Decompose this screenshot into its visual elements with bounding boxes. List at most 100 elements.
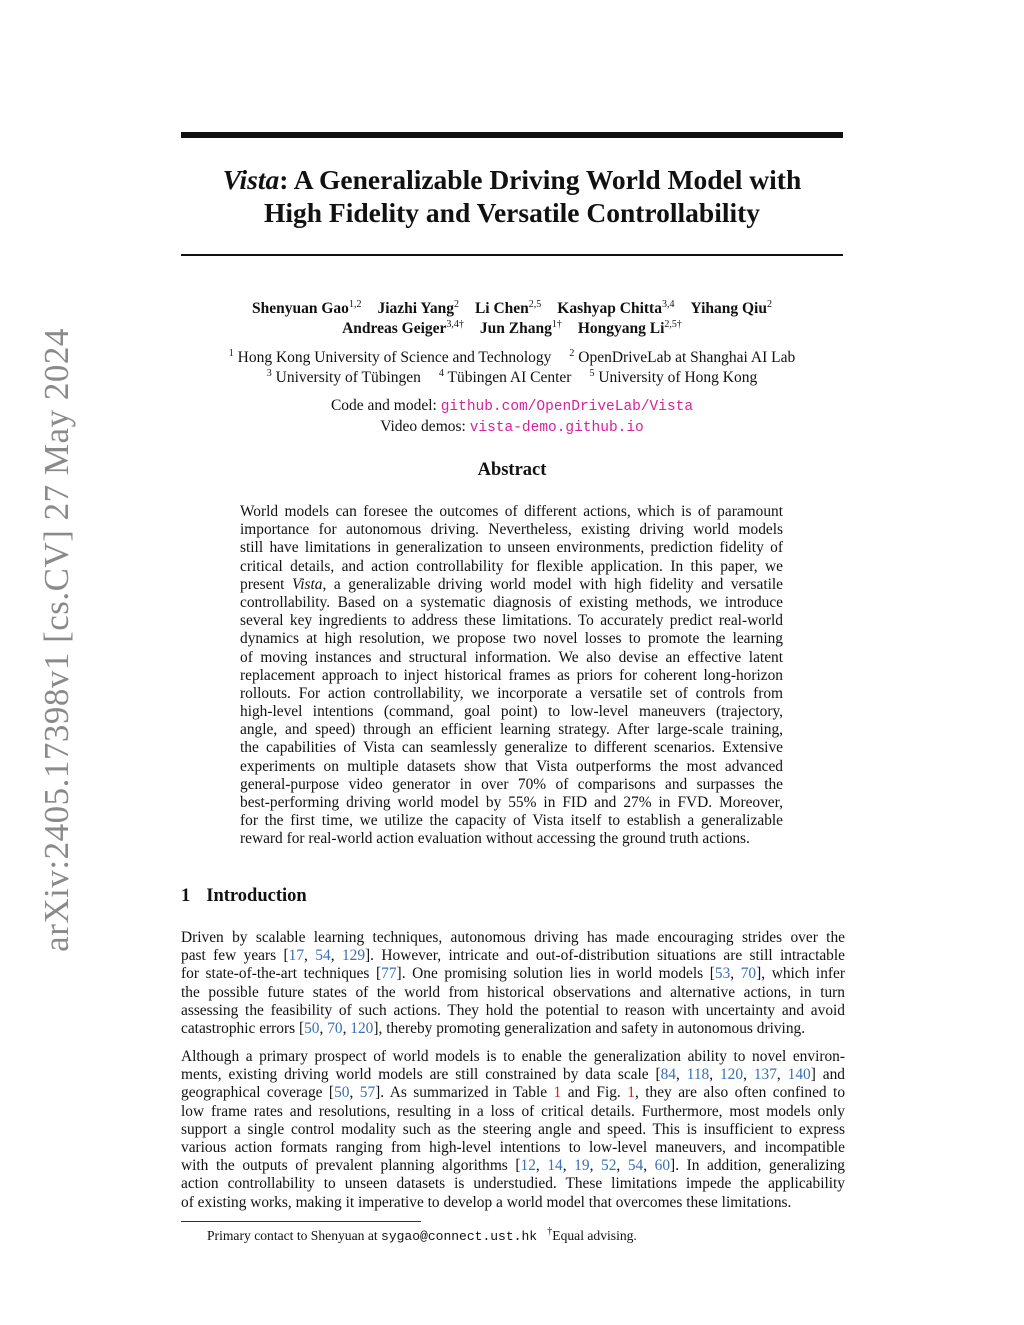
author-name: Li Chen xyxy=(474,300,529,317)
author: Jiazhi Yang2 xyxy=(377,300,459,318)
affiliation-number: 4 xyxy=(438,368,444,379)
citation-link[interactable]: 19 xyxy=(574,1157,590,1175)
author-affiliation-marks: 1,2 xyxy=(348,299,362,310)
text-line: catastrophic errors [50, 70, 120], there… xyxy=(181,1019,806,1037)
contact-email[interactable]: sygao@connect.ust.hk xyxy=(381,1229,538,1244)
author-name: Jiazhi Yang xyxy=(377,300,454,317)
affiliation: 1 Hong Kong University of Science and Te… xyxy=(228,348,552,367)
citation-link[interactable]: 137 xyxy=(753,1066,777,1084)
citation-link[interactable]: 70 xyxy=(740,965,757,983)
text-line: with the outputs of prevalent planning a… xyxy=(181,1157,845,1175)
author-name: Andreas Geiger xyxy=(342,320,447,337)
author-affiliation-marks: 3,4† xyxy=(446,319,464,330)
citation-link[interactable]: 57 xyxy=(359,1084,376,1102)
text-line: for state-of-the-art techniques [77]. On… xyxy=(181,965,845,983)
author: Andreas Geiger3,4† xyxy=(342,319,464,338)
author-name: Yihang Qiu xyxy=(690,300,767,317)
citation-link[interactable]: 53 xyxy=(714,965,731,983)
citation-link[interactable]: 140 xyxy=(787,1066,811,1084)
footnote-note: Equal advising. xyxy=(552,1228,637,1243)
text-line: best-performing driving world model by 5… xyxy=(240,794,783,811)
code-link[interactable]: github.com/OpenDriveLab/Vista xyxy=(440,399,694,415)
citation-link[interactable]: 54 xyxy=(627,1157,644,1175)
affiliation-list: 1 Hong Kong University of Science and Te… xyxy=(181,348,843,388)
affiliation-number: 2 xyxy=(569,348,575,359)
title-italic: Vista xyxy=(222,164,280,195)
citation-link[interactable]: 120 xyxy=(719,1066,744,1084)
text-line: for the first time, we utilize the capac… xyxy=(240,812,783,830)
citation-link[interactable]: 60 xyxy=(654,1157,671,1175)
video-link[interactable]: vista-demo.github.io xyxy=(469,420,644,436)
cross-reference-link[interactable]: 1 xyxy=(553,1084,562,1102)
affiliation: 2 OpenDriveLab at Shanghai AI Lab xyxy=(569,348,796,367)
citation-link[interactable]: 84 xyxy=(660,1066,676,1084)
citation-link[interactable]: 54 xyxy=(315,947,331,965)
paper-title: Vista: A Generalizable Driving World Mod… xyxy=(181,163,843,229)
text-line: still have limitations in generalization… xyxy=(240,539,783,557)
text-line: Although a primary prospect of world mod… xyxy=(181,1048,845,1065)
text-line: ments, existing driving world models are… xyxy=(181,1066,845,1084)
author-affiliation-marks: 2,5 xyxy=(528,299,542,310)
author-affiliation-marks: 3,4 xyxy=(661,299,675,310)
text-line: low frame rates and resolutions, resulti… xyxy=(181,1102,845,1120)
citation-link[interactable]: 12 xyxy=(520,1157,536,1175)
affiliation-number: 1 xyxy=(228,348,234,359)
citation-link[interactable]: 14 xyxy=(547,1157,563,1175)
author-name: Shenyuan Gao xyxy=(252,300,349,317)
footnote-text: Primary contact to Shenyuan at xyxy=(207,1228,382,1243)
citation-link[interactable]: 50 xyxy=(304,1019,320,1037)
citation-link[interactable]: 50 xyxy=(334,1084,350,1102)
affiliation-name: Tübingen AI Center xyxy=(443,369,572,386)
video-label: Video demos: xyxy=(380,418,470,435)
code-label: Code and model: xyxy=(330,397,441,414)
text-line: reward for real-world action evaluation … xyxy=(240,830,750,848)
affiliation-name: University of Hong Kong xyxy=(594,369,758,386)
text-line: action controllability to unseen dataset… xyxy=(181,1175,845,1193)
section-number: 1 xyxy=(181,886,191,906)
text-line: experiments on multiple datasets show th… xyxy=(240,757,783,775)
author-name: Kashyap Chitta xyxy=(557,300,662,317)
author: Shenyuan Gao1,2 xyxy=(252,299,362,318)
affiliation-number: 3 xyxy=(266,368,272,379)
title-line2: High Fidelity and Versatile Controllabil… xyxy=(263,197,761,228)
cross-reference-link[interactable]: 1 xyxy=(627,1084,635,1102)
affiliation: 5 University of Hong Kong xyxy=(589,368,758,387)
affiliation-name: Hong Kong University of Science and Tech… xyxy=(233,349,552,366)
author: Hongyang Li2,5† xyxy=(578,320,682,338)
author: Jun Zhang1† xyxy=(479,319,562,338)
dagger-mark: † xyxy=(547,1226,553,1237)
citation-link[interactable]: 52 xyxy=(601,1157,617,1175)
text-line: various action formats ranging from high… xyxy=(181,1138,845,1156)
text-line: geographical coverage [50, 57]. As summa… xyxy=(181,1084,846,1102)
citation-link[interactable]: 77 xyxy=(381,965,397,983)
abstract-body: World models can foresee the outcomes of… xyxy=(240,503,783,849)
title-bottom-rule xyxy=(181,254,843,256)
text-line: high-level intentions (command, goal poi… xyxy=(240,703,783,721)
citation-link[interactable]: 70 xyxy=(327,1019,343,1037)
affiliation-name: OpenDriveLab at Shanghai AI Lab xyxy=(574,349,796,366)
author: Li Chen2,5 xyxy=(474,299,542,318)
author-affiliation-marks: 2 xyxy=(766,299,772,310)
intro-paragraph-2: Although a primary prospect of world mod… xyxy=(181,1048,845,1212)
author-affiliation-marks: 1† xyxy=(551,319,562,330)
text-line: past few years [17, 54, 129]. However, i… xyxy=(181,947,845,965)
footnote-rule xyxy=(181,1221,421,1222)
citation-link[interactable]: 118 xyxy=(686,1066,710,1084)
text-line: the possible future states of the world … xyxy=(181,983,845,1001)
introduction-heading: 1 Introduction xyxy=(181,886,307,907)
text-line: World models can foresee the outcomes of… xyxy=(240,503,783,520)
text-line: angle, and speed) through an efficient l… xyxy=(240,721,783,739)
citation-link[interactable]: 17 xyxy=(288,947,305,965)
links-block: Code and model: github.com/OpenDriveLab/… xyxy=(181,396,843,438)
title-top-rule xyxy=(181,132,843,138)
title-line1: : A Generalizable Driving World Model wi… xyxy=(279,164,802,195)
arxiv-identifier: arXiv:2405.17398v1 [cs.CV] 27 May 2024 xyxy=(37,328,76,952)
affiliation-number: 5 xyxy=(589,368,595,379)
citation-link[interactable]: 129 xyxy=(341,947,366,965)
text-line: importance for autonomous driving. Never… xyxy=(240,521,783,539)
section-title: Introduction xyxy=(206,886,307,906)
text-line: Driven by scalable learning techniques, … xyxy=(181,929,845,946)
citation-link[interactable]: 120 xyxy=(350,1019,374,1037)
author-name: Jun Zhang xyxy=(479,320,552,337)
